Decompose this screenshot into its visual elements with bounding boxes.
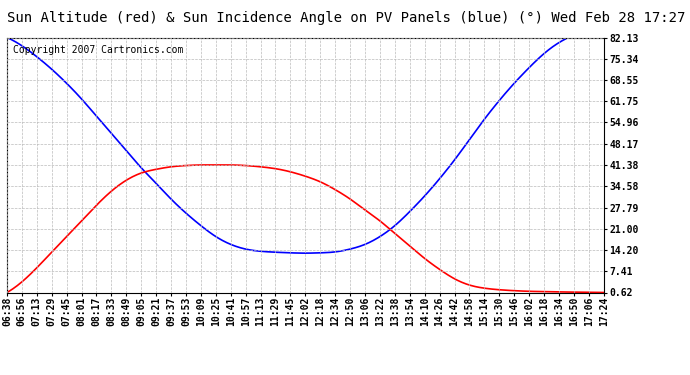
Text: Sun Altitude (red) & Sun Incidence Angle on PV Panels (blue) (°) Wed Feb 28 17:2: Sun Altitude (red) & Sun Incidence Angle…: [7, 11, 685, 25]
Text: Copyright 2007 Cartronics.com: Copyright 2007 Cartronics.com: [13, 45, 184, 55]
